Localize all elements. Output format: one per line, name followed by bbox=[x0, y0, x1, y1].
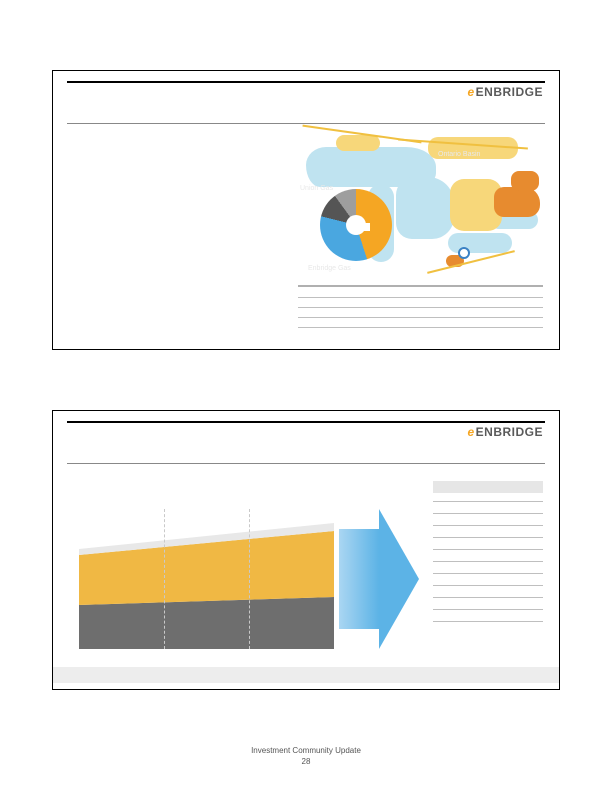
growth-area-chart bbox=[79, 509, 334, 649]
label-ontario: Ontario Basin bbox=[438, 151, 480, 158]
slide-top-rule bbox=[67, 421, 545, 423]
slide-1: ‍eENBRIDGE bbox=[52, 70, 560, 350]
slide-top-rule bbox=[67, 81, 545, 83]
slide-title-underline bbox=[67, 123, 545, 124]
slide1-data-rules bbox=[298, 285, 543, 337]
page-footer: Investment Community Update 28 bbox=[0, 746, 612, 766]
footer-title: Investment Community Update bbox=[251, 746, 361, 755]
area-chart-divider bbox=[249, 509, 250, 649]
dawn-hub-icon bbox=[458, 247, 470, 259]
slide2-data-rules bbox=[433, 481, 543, 633]
brand-text: ENBRIDGE bbox=[476, 425, 543, 439]
label-enbridge: Enbridge Gas bbox=[308, 265, 351, 272]
slide-2: ‍eENBRIDGE bbox=[52, 410, 560, 690]
brand-swoosh-icon: ‍e bbox=[467, 425, 474, 439]
brand-swoosh-icon: ‍e bbox=[467, 85, 474, 99]
brand-logo: ‍eENBRIDGE bbox=[467, 425, 543, 439]
slide2-footer-band bbox=[53, 667, 559, 683]
throughput-pie-chart bbox=[320, 189, 392, 261]
slide-title-underline bbox=[67, 463, 545, 464]
brand-text: ENBRIDGE bbox=[476, 85, 543, 99]
area-band-grey bbox=[79, 597, 334, 649]
great-lakes-map: Ontario Basin Union Gas Enbridge Gas bbox=[298, 129, 548, 279]
forward-arrow-icon bbox=[339, 509, 413, 649]
brand-logo: ‍eENBRIDGE bbox=[467, 85, 543, 99]
page-number: 28 bbox=[0, 757, 612, 766]
label-union: Union Gas bbox=[300, 185, 333, 192]
area-chart-divider bbox=[164, 509, 165, 649]
